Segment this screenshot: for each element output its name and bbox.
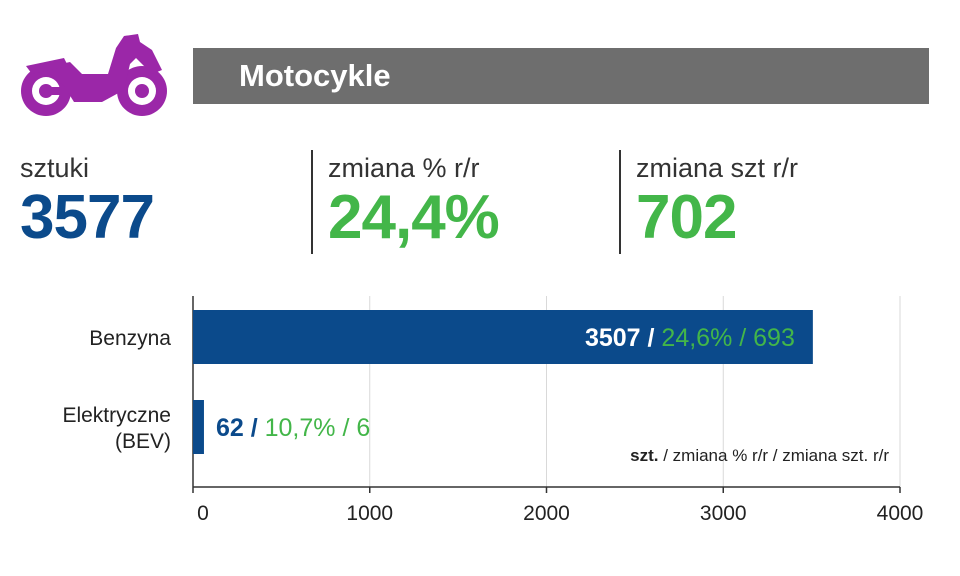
stat-change-units-label: zmiana szt r/r	[636, 153, 799, 183]
motorcycle-icon	[12, 28, 174, 118]
x-tick-label: 3000	[700, 502, 747, 525]
stat-divider	[311, 150, 313, 254]
stat-divider	[619, 150, 621, 254]
x-tick-label: 0	[197, 502, 209, 525]
x-tick-label: 2000	[523, 502, 570, 525]
stat-change-percent-label: zmiana % r/r	[328, 153, 480, 183]
stat-change-units: zmiana szt r/r 702	[636, 152, 798, 250]
category-label: (BEV)	[115, 430, 171, 453]
title-bar: Motocykle	[193, 48, 929, 104]
stat-units-value: 3577	[20, 183, 155, 252]
page-title: Motocykle	[239, 58, 391, 93]
stat-change-percent: zmiana % r/r 24,4%	[328, 152, 500, 252]
category-label: Elektryczne	[62, 404, 171, 427]
category-label: Benzyna	[89, 327, 171, 350]
bar	[193, 400, 204, 454]
stat-units-label: sztuki	[20, 153, 90, 183]
x-tick-label: 1000	[346, 502, 393, 525]
data-label: 62 / 10,7% / 6	[216, 414, 370, 442]
x-tick-label: 4000	[877, 502, 924, 525]
data-label: 3507 / 24,6% / 693	[585, 324, 795, 352]
stat-units: sztuki 3577	[20, 152, 155, 252]
bar	[193, 310, 813, 364]
stat-change-units-value: 702	[636, 183, 737, 252]
chart-annotation: szt. / zmiana % r/r / zmiana szt. r/r	[630, 446, 889, 465]
stat-change-percent-value: 24,4%	[328, 183, 500, 252]
